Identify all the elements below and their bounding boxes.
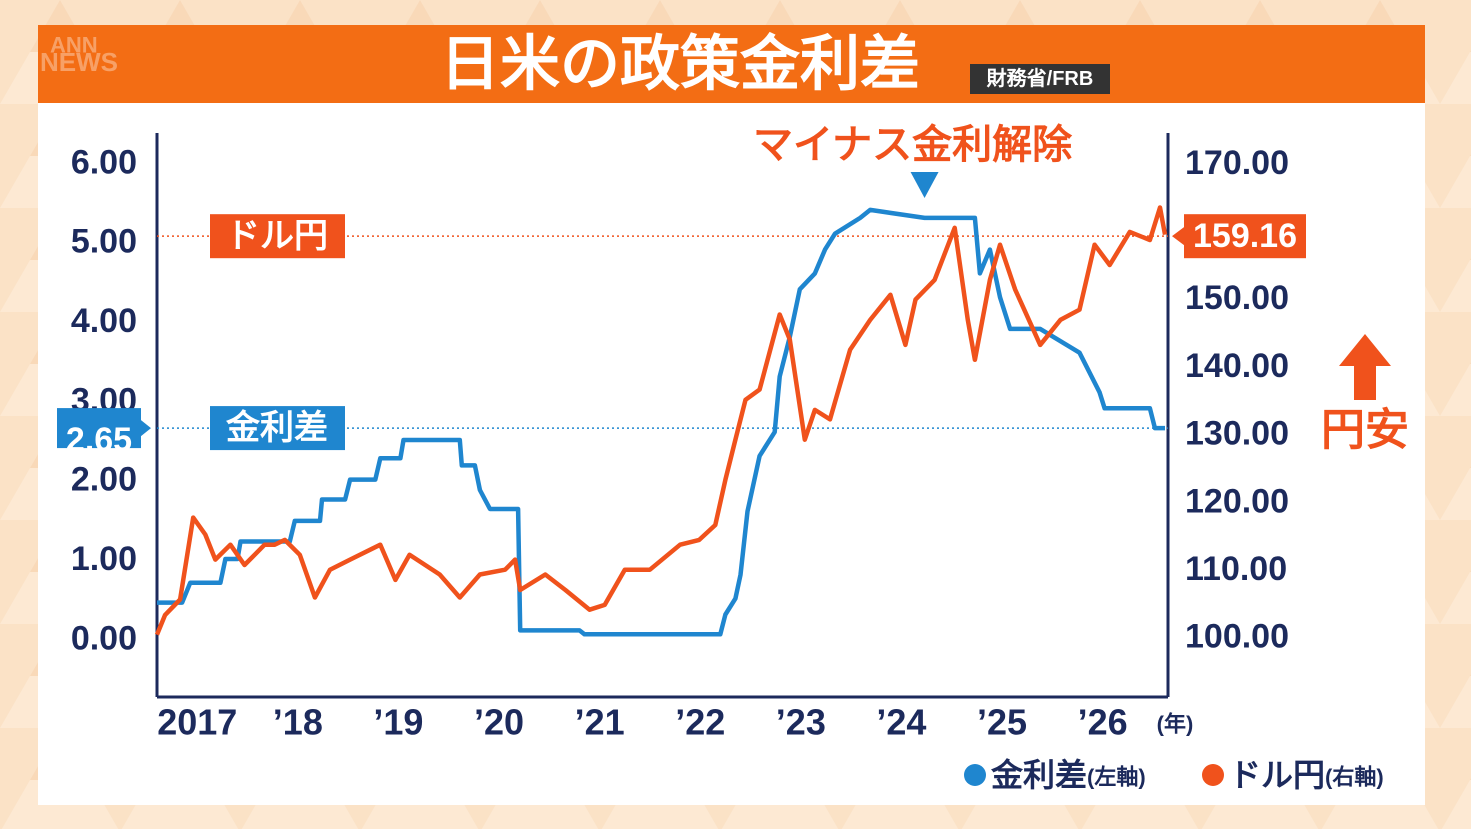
- value-tag-pointer: [141, 420, 151, 437]
- source: 財務省/FRB: [987, 66, 1094, 90]
- y2-tick-label: 130.00: [1185, 415, 1289, 453]
- x-tick-label: 2017: [157, 702, 237, 743]
- annotation: マイナス金利解除: [753, 122, 1073, 167]
- legend-note: (右軸): [1325, 765, 1384, 790]
- y2-tick-label: 110.00: [1185, 550, 1287, 588]
- y2-tick-label: 100.00: [1185, 618, 1289, 656]
- y-tick-label: 2.00: [71, 461, 137, 499]
- up-arrow: [1339, 334, 1391, 400]
- series-line: [157, 207, 1165, 637]
- x-tick-label: ’25: [977, 702, 1027, 743]
- y-tick-label: 4.00: [71, 302, 137, 340]
- logo: NEWS: [40, 47, 118, 77]
- series-tag-label: ドル円: [226, 217, 328, 255]
- source-badge: [970, 64, 1110, 94]
- legend-label: ドル円: [1229, 757, 1325, 793]
- y2-tick-label: 150.00: [1185, 279, 1289, 317]
- x-tick-label: ’21: [575, 702, 625, 743]
- series-tag-label: 金利差: [225, 408, 328, 447]
- x-tick-label: ’24: [876, 702, 926, 743]
- x-tick-label: ’26: [1078, 702, 1128, 743]
- title-bar: [38, 25, 1425, 103]
- series-tag: [210, 214, 345, 259]
- legend-note: (左軸): [1087, 765, 1146, 790]
- x-tick-label: ’23: [776, 702, 826, 743]
- legend-label: 金利差: [990, 757, 1087, 793]
- x-tick-label: ’20: [474, 702, 524, 743]
- y-tick-label: 5.00: [71, 223, 137, 261]
- value-tag: [1184, 214, 1306, 259]
- value-tag-pointer: [1172, 227, 1184, 246]
- series-line: [154, 205, 1168, 636]
- y-tick-label: 6.00: [71, 143, 137, 181]
- value-tag: [57, 408, 141, 449]
- x-tick-label: ’19: [373, 702, 423, 743]
- x-unit: (年): [1157, 712, 1194, 737]
- value-tag-label: 2.65: [66, 421, 132, 459]
- y-tick-label: 1.00: [71, 540, 137, 578]
- y2-tick-label: 140.00: [1185, 347, 1289, 385]
- y2-tick-label: 120.00: [1185, 482, 1289, 520]
- x-tick-label: ’22: [675, 702, 725, 743]
- annotation-marker: [910, 172, 939, 198]
- legend-swatch: [1202, 764, 1224, 786]
- annotation: 円安: [1321, 406, 1409, 455]
- legend-swatch: [964, 764, 986, 786]
- y-tick-label: 0.00: [71, 619, 137, 657]
- y2-tick-label: 170.00: [1185, 144, 1289, 182]
- series-tag: [210, 406, 345, 451]
- chart-title: 日米の政策金利差: [440, 31, 920, 98]
- x-tick-label: ’18: [273, 702, 323, 743]
- logo: ANN: [50, 33, 98, 58]
- value-tag-label: 159.16: [1193, 217, 1297, 255]
